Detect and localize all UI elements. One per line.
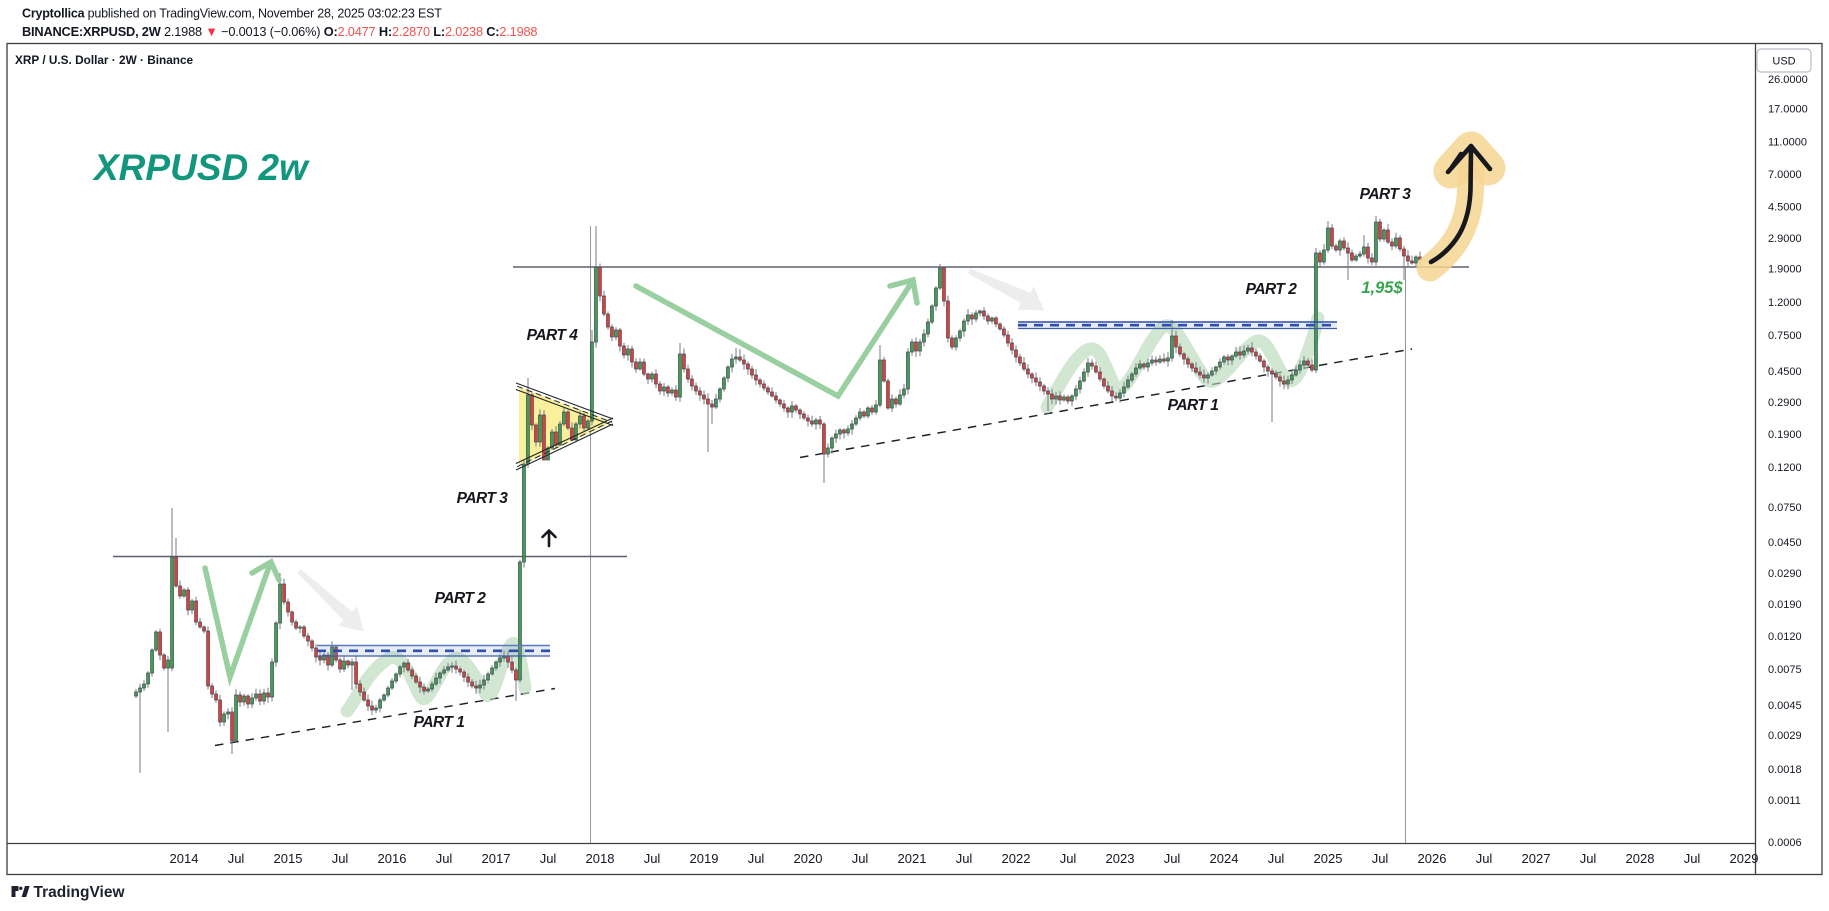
svg-text:Jul: Jul (956, 851, 973, 866)
svg-text:Jul: Jul (1268, 851, 1285, 866)
svg-text:XRPUSD 2w: XRPUSD 2w (92, 147, 310, 188)
svg-text:7.0000: 7.0000 (1768, 169, 1802, 181)
svg-text:Jul: Jul (540, 851, 557, 866)
svg-text:Jul: Jul (748, 851, 765, 866)
svg-text:2023: 2023 (1106, 851, 1135, 866)
svg-text:0.0018: 0.0018 (1768, 764, 1802, 776)
svg-text:0.0029: 0.0029 (1768, 730, 1802, 742)
svg-text:17.0000: 17.0000 (1768, 104, 1808, 116)
svg-text:BINANCE:XRPUSD, 2W 2.1988 ▼ −: BINANCE:XRPUSD, 2W 2.1988 ▼ −0.0013 (−0.… (22, 24, 537, 39)
svg-text:0.4500: 0.4500 (1768, 366, 1802, 378)
svg-text:2022: 2022 (1002, 851, 1031, 866)
svg-text:Jul: Jul (1580, 851, 1597, 866)
svg-text:2024: 2024 (1210, 851, 1239, 866)
svg-text:2.9000: 2.9000 (1768, 233, 1802, 245)
svg-text:Jul: Jul (436, 851, 453, 866)
svg-text:PART 2: PART 2 (435, 590, 487, 607)
svg-text:0.0450: 0.0450 (1768, 537, 1802, 549)
svg-text:PART 1: PART 1 (414, 714, 465, 731)
svg-text:2021: 2021 (898, 851, 927, 866)
svg-text:0.0120: 0.0120 (1768, 631, 1802, 643)
svg-text:2025: 2025 (1314, 851, 1343, 866)
svg-text:2017: 2017 (482, 851, 511, 866)
svg-text:PART 3: PART 3 (457, 490, 509, 507)
svg-text:2028: 2028 (1626, 851, 1655, 866)
svg-text:0.0011: 0.0011 (1768, 795, 1801, 807)
svg-text:11.0000: 11.0000 (1768, 137, 1807, 149)
svg-text:Jul: Jul (644, 851, 661, 866)
svg-text:2029: 2029 (1730, 851, 1759, 866)
svg-text:Jul: Jul (1372, 851, 1389, 866)
svg-text:PART 3: PART 3 (1360, 186, 1412, 203)
svg-text:Jul: Jul (332, 851, 349, 866)
svg-text:0.1200: 0.1200 (1768, 462, 1802, 474)
svg-text:2026: 2026 (1418, 851, 1447, 866)
svg-text:2014: 2014 (170, 851, 199, 866)
svg-text:1.2000: 1.2000 (1768, 297, 1802, 309)
svg-text:0.0750: 0.0750 (1768, 502, 1802, 514)
svg-text:2027: 2027 (1522, 851, 1551, 866)
svg-text:0.0006: 0.0006 (1768, 837, 1802, 849)
svg-text:Jul: Jul (1684, 851, 1701, 866)
svg-text:USD: USD (1772, 56, 1795, 68)
svg-text:PART 2: PART 2 (1246, 281, 1298, 298)
svg-text:Jul: Jul (228, 851, 245, 866)
svg-text:0.0190: 0.0190 (1768, 599, 1802, 611)
svg-text:0.7500: 0.7500 (1768, 330, 1802, 342)
svg-text:TradingView: TradingView (34, 884, 126, 901)
svg-text:0.1900: 0.1900 (1768, 429, 1802, 441)
svg-text:Jul: Jul (1164, 851, 1181, 866)
svg-text:Jul: Jul (1060, 851, 1077, 866)
svg-text:0.0290: 0.0290 (1768, 568, 1802, 580)
svg-text:26.0000: 26.0000 (1768, 74, 1808, 86)
svg-text:PART 4: PART 4 (527, 327, 579, 344)
svg-text:PART 1: PART 1 (1168, 397, 1219, 414)
svg-text:2020: 2020 (794, 851, 823, 866)
svg-text:2015: 2015 (274, 851, 303, 866)
svg-text:4.5000: 4.5000 (1768, 202, 1802, 214)
svg-text:0.0075: 0.0075 (1768, 664, 1802, 676)
svg-text:1,95$: 1,95$ (1361, 279, 1403, 297)
svg-text:XRP / U.S. Dollar · 2W · Binan: XRP / U.S. Dollar · 2W · Binance (15, 53, 194, 67)
svg-text:2016: 2016 (378, 851, 407, 866)
svg-text:Cryptollica published on Tradi: Cryptollica published on TradingView.com… (22, 7, 442, 21)
svg-text:0.0045: 0.0045 (1768, 700, 1802, 712)
svg-text:1.9000: 1.9000 (1768, 264, 1802, 276)
svg-text:2018: 2018 (586, 851, 615, 866)
svg-text:Jul: Jul (852, 851, 869, 866)
svg-text:0.2900: 0.2900 (1768, 397, 1802, 409)
svg-text:Jul: Jul (1476, 851, 1493, 866)
svg-text:2019: 2019 (690, 851, 719, 866)
